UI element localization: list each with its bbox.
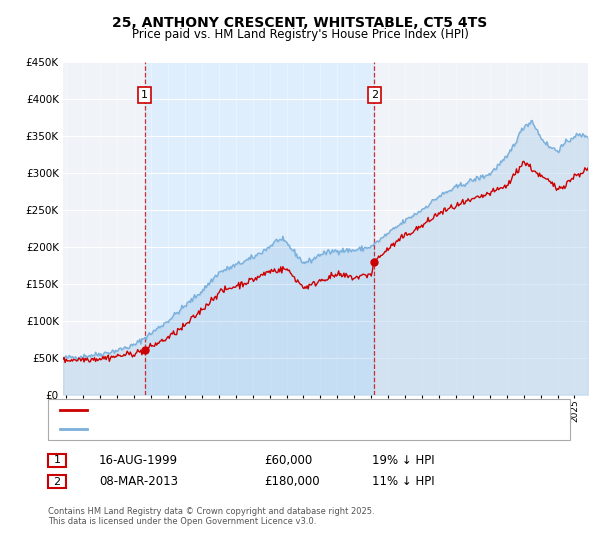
Text: 2: 2 bbox=[53, 477, 61, 487]
Text: 19% ↓ HPI: 19% ↓ HPI bbox=[372, 454, 434, 467]
Text: 11% ↓ HPI: 11% ↓ HPI bbox=[372, 475, 434, 488]
Text: 2: 2 bbox=[371, 90, 378, 100]
Text: 08-MAR-2013: 08-MAR-2013 bbox=[99, 475, 178, 488]
Text: £180,000: £180,000 bbox=[264, 475, 320, 488]
Text: £60,000: £60,000 bbox=[264, 454, 312, 467]
Text: Price paid vs. HM Land Registry's House Price Index (HPI): Price paid vs. HM Land Registry's House … bbox=[131, 28, 469, 41]
Text: 25, ANTHONY CRESCENT, WHITSTABLE, CT5 4TS (semi-detached house): 25, ANTHONY CRESCENT, WHITSTABLE, CT5 4T… bbox=[93, 405, 452, 415]
Text: Contains HM Land Registry data © Crown copyright and database right 2025.
This d: Contains HM Land Registry data © Crown c… bbox=[48, 507, 374, 526]
Text: 1: 1 bbox=[141, 90, 148, 100]
Bar bbox=[145, 62, 374, 395]
Text: HPI: Average price, semi-detached house, Canterbury: HPI: Average price, semi-detached house,… bbox=[93, 424, 361, 433]
Text: 25, ANTHONY CRESCENT, WHITSTABLE, CT5 4TS: 25, ANTHONY CRESCENT, WHITSTABLE, CT5 4T… bbox=[112, 16, 488, 30]
Text: 1: 1 bbox=[53, 455, 61, 465]
Text: 16-AUG-1999: 16-AUG-1999 bbox=[99, 454, 178, 467]
